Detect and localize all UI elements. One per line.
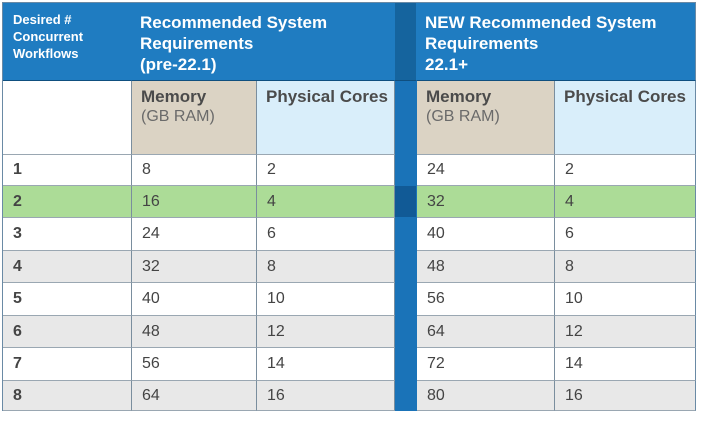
cell-old-memory: 24 [132, 218, 257, 251]
cell-old-cores: 16 [257, 381, 395, 411]
subheader-memory-unit: (GB RAM) [141, 108, 215, 125]
header-desired-workflows: Desired # Concurrent Workflows [3, 3, 132, 81]
header-corner-line: Concurrent [13, 29, 84, 44]
subheader-old-memory: Memory (GB RAM) [132, 81, 257, 155]
requirements-table: Desired # Concurrent Workflows Recommend… [2, 2, 696, 411]
header-old-line: (pre-22.1) [140, 55, 217, 74]
subheader-new-memory: Memory (GB RAM) [417, 81, 555, 155]
cell-old-cores: 4 [257, 186, 395, 218]
header-old-line: Recommended System [140, 13, 328, 32]
cell-new-memory: 40 [417, 218, 555, 251]
subheader-memory-title: Memory [141, 87, 207, 106]
cell-new-memory: 72 [417, 348, 555, 381]
header-old-line: Requirements [140, 34, 254, 53]
cell-old-memory: 64 [132, 381, 257, 411]
cell-old-cores: 10 [257, 283, 395, 316]
cell-new-memory: 64 [417, 316, 555, 348]
header-corner-line: Workflows [13, 46, 79, 61]
subheader-new-cores: Physical Cores [555, 81, 696, 155]
cell-workflows: 4 [3, 251, 132, 283]
subheader-memory-title: Memory [426, 87, 492, 106]
cell-workflows: 1 [3, 155, 132, 186]
cell-new-memory: 32 [417, 186, 555, 218]
header-old-requirements: Recommended System Requirements (pre-22.… [132, 3, 395, 81]
cell-new-cores: 10 [555, 283, 696, 316]
cell-workflows: 2 [3, 186, 132, 218]
column-separator [395, 283, 417, 316]
cell-old-memory: 48 [132, 316, 257, 348]
cell-old-memory: 56 [132, 348, 257, 381]
cell-new-cores: 6 [555, 218, 696, 251]
subheader-blank [3, 81, 132, 155]
header-new-line: NEW Recommended System [425, 13, 657, 32]
cell-old-cores: 14 [257, 348, 395, 381]
cell-new-memory: 24 [417, 155, 555, 186]
cell-old-cores: 12 [257, 316, 395, 348]
column-separator [395, 186, 417, 218]
cell-new-memory: 48 [417, 251, 555, 283]
cell-workflows: 8 [3, 381, 132, 411]
cell-new-cores: 4 [555, 186, 696, 218]
cell-new-cores: 14 [555, 348, 696, 381]
cell-new-cores: 8 [555, 251, 696, 283]
cell-old-cores: 8 [257, 251, 395, 283]
subheader-cores-title: Physical Cores [266, 87, 388, 106]
cell-old-cores: 6 [257, 218, 395, 251]
header-new-line: Requirements [425, 34, 539, 53]
header-new-requirements: NEW Recommended System Requirements 22.1… [417, 3, 696, 81]
cell-new-cores: 2 [555, 155, 696, 186]
cell-old-memory: 40 [132, 283, 257, 316]
cell-workflows: 5 [3, 283, 132, 316]
cell-workflows: 3 [3, 218, 132, 251]
header-new-line: 22.1+ [425, 55, 469, 74]
header-corner-line: Desired # [13, 12, 72, 27]
subheader-memory-unit: (GB RAM) [426, 108, 500, 125]
cell-new-cores: 16 [555, 381, 696, 411]
column-separator [395, 155, 417, 186]
column-separator [395, 251, 417, 283]
column-separator [395, 316, 417, 348]
cell-new-memory: 56 [417, 283, 555, 316]
column-separator [395, 218, 417, 251]
header-separator [395, 3, 417, 81]
cell-new-cores: 12 [555, 316, 696, 348]
column-separator [395, 81, 417, 155]
subheader-cores-title: Physical Cores [564, 87, 686, 106]
subheader-old-cores: Physical Cores [257, 81, 395, 155]
cell-old-memory: 8 [132, 155, 257, 186]
cell-old-memory: 32 [132, 251, 257, 283]
cell-new-memory: 80 [417, 381, 555, 411]
cell-workflows: 6 [3, 316, 132, 348]
column-separator [395, 348, 417, 381]
cell-old-cores: 2 [257, 155, 395, 186]
cell-workflows: 7 [3, 348, 132, 381]
cell-old-memory: 16 [132, 186, 257, 218]
column-separator [395, 381, 417, 411]
